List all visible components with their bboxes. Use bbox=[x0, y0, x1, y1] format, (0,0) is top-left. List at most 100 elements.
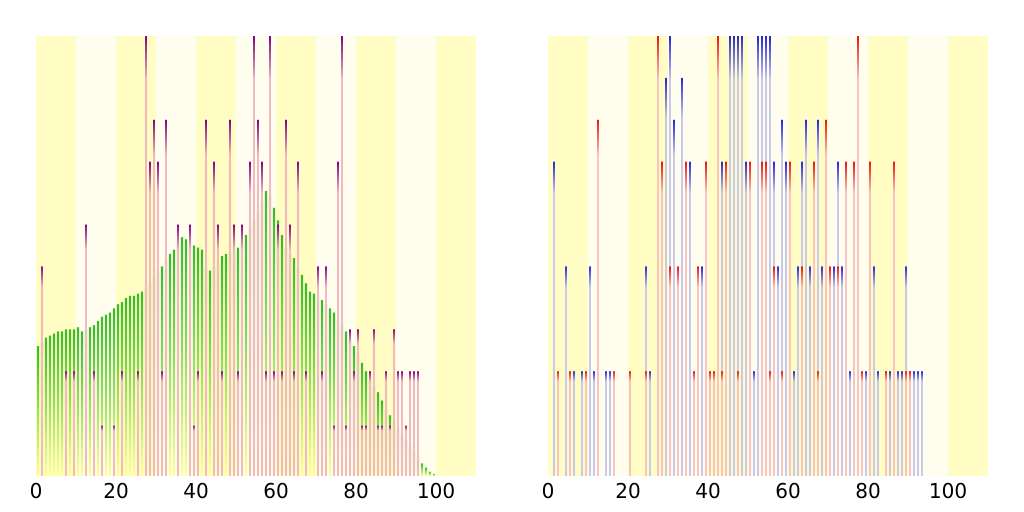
spike-bar bbox=[229, 120, 231, 476]
spike-bar bbox=[713, 371, 715, 476]
spike-bar bbox=[405, 426, 407, 476]
spike-bar bbox=[669, 266, 671, 476]
spike-bar bbox=[797, 266, 799, 476]
background-band bbox=[948, 36, 988, 476]
spike-bar bbox=[197, 371, 199, 476]
spike-bar bbox=[745, 162, 747, 476]
column-bar bbox=[53, 334, 55, 476]
column-bar bbox=[433, 474, 435, 476]
spike-bar bbox=[317, 266, 319, 476]
spike-bar bbox=[729, 36, 731, 476]
spike-bar bbox=[681, 78, 683, 476]
column-bar bbox=[69, 329, 71, 476]
spike-bar bbox=[773, 266, 775, 476]
spike-bar bbox=[393, 329, 395, 476]
spike-bar bbox=[585, 371, 587, 476]
spike-bar bbox=[869, 162, 871, 476]
column-bar bbox=[425, 468, 427, 476]
spike-bar bbox=[677, 266, 679, 476]
spike-bar bbox=[609, 371, 611, 476]
spike-bar bbox=[277, 225, 279, 476]
spike-bar bbox=[581, 371, 583, 476]
x-tick-label: 80 bbox=[855, 479, 880, 503]
spike-bar bbox=[853, 162, 855, 476]
x-tick-label: 0 bbox=[542, 479, 555, 503]
spike-bar bbox=[589, 266, 591, 476]
spike-bar bbox=[149, 162, 151, 476]
spike-bar bbox=[829, 266, 831, 476]
spike-bar bbox=[749, 162, 751, 476]
spike-bar bbox=[325, 266, 327, 476]
spike-bar bbox=[73, 371, 75, 476]
column-bar bbox=[429, 472, 431, 476]
spike-bar bbox=[753, 371, 755, 476]
column-bar bbox=[61, 331, 63, 476]
spike-bar bbox=[709, 371, 711, 476]
spike-bar bbox=[249, 162, 251, 476]
column-bar bbox=[97, 321, 99, 476]
spike-bar bbox=[877, 371, 879, 476]
spike-bar bbox=[905, 371, 907, 476]
spike-bar bbox=[741, 36, 743, 476]
spike-bar bbox=[93, 371, 95, 476]
spike-bar bbox=[813, 162, 815, 476]
spike-bar bbox=[305, 371, 307, 476]
spike-bar bbox=[909, 371, 911, 476]
spike-bar bbox=[409, 371, 411, 476]
spike-bar bbox=[137, 371, 139, 476]
spike-bar bbox=[297, 162, 299, 476]
column-bar bbox=[245, 235, 247, 476]
column-bar bbox=[57, 331, 59, 476]
spike-bar bbox=[913, 371, 915, 476]
spike-bar bbox=[645, 371, 647, 476]
spike-bar bbox=[893, 162, 895, 476]
spike-bar bbox=[597, 120, 599, 476]
spike-bar bbox=[765, 162, 767, 476]
spike-bar bbox=[777, 266, 779, 476]
spike-bar bbox=[341, 36, 343, 476]
column-bar bbox=[77, 327, 79, 476]
spike-bar bbox=[233, 225, 235, 476]
spike-bar bbox=[417, 371, 419, 476]
spike-bar bbox=[705, 162, 707, 476]
spike-bar bbox=[145, 36, 147, 476]
spike-bar bbox=[377, 426, 379, 476]
x-tick-label: 20 bbox=[615, 479, 640, 503]
x-tick-label: 60 bbox=[263, 479, 288, 503]
spike-bar bbox=[333, 426, 335, 476]
spike-bar bbox=[321, 371, 323, 476]
column-bar bbox=[225, 254, 227, 476]
spike-bar bbox=[293, 371, 295, 476]
spike-bar bbox=[569, 371, 571, 476]
column-bar bbox=[173, 250, 175, 476]
left-x-tick-labels: 0 20 40 60 80 100 bbox=[30, 479, 455, 503]
column-bar bbox=[109, 313, 111, 476]
spike-bar bbox=[153, 120, 155, 476]
spike-bar bbox=[661, 162, 663, 476]
spike-bar bbox=[165, 120, 167, 476]
spike-bar bbox=[685, 162, 687, 476]
column-bar bbox=[181, 237, 183, 476]
spike-bar bbox=[161, 371, 163, 476]
spike-bar bbox=[717, 36, 719, 476]
column-bar bbox=[37, 346, 39, 476]
column-bar bbox=[309, 292, 311, 476]
spike-bar bbox=[221, 371, 223, 476]
column-bar bbox=[313, 294, 315, 476]
spike-bar bbox=[769, 371, 771, 476]
spike-bar bbox=[345, 426, 347, 476]
spike-bar bbox=[357, 329, 359, 476]
spike-bar bbox=[605, 371, 607, 476]
spike-bar bbox=[885, 371, 887, 476]
spike-bar bbox=[689, 162, 691, 476]
column-bar bbox=[129, 296, 131, 476]
spike-bar bbox=[557, 371, 559, 476]
spike-bar bbox=[337, 162, 339, 476]
column-bar bbox=[209, 271, 211, 476]
column-bar bbox=[117, 304, 119, 476]
column-bar bbox=[49, 336, 51, 476]
spike-bar bbox=[265, 371, 267, 476]
spike-bar bbox=[657, 36, 659, 476]
column-bar bbox=[201, 250, 203, 476]
spike-bar bbox=[817, 371, 819, 476]
